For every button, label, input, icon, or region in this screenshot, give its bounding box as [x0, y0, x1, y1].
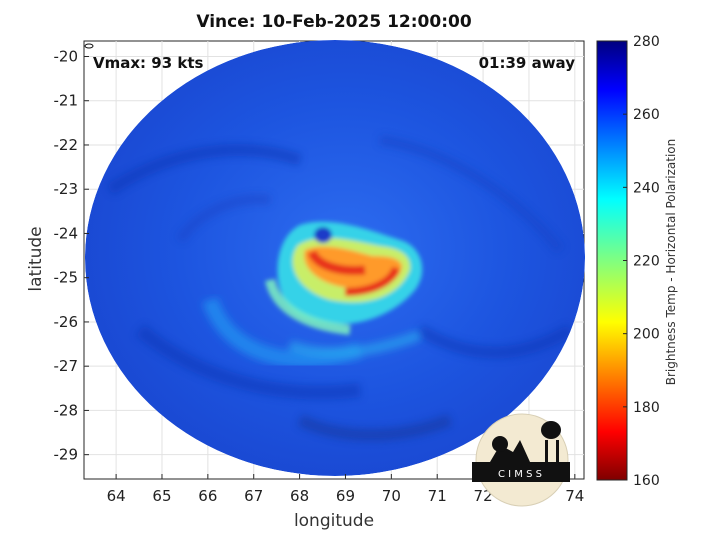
colorbar-tick-label: 260 — [633, 107, 660, 123]
time-away-label: 01:39 away — [479, 54, 576, 72]
small-outline-icon — [84, 43, 94, 49]
y-tick-label: -24 — [54, 224, 79, 242]
plot-title: Vince: 10-Feb-2025 12:00:00 — [196, 12, 472, 32]
x-tick-label: 64 — [107, 487, 126, 505]
colorbar-ticks: 280 260 240 220 200 180 160 — [623, 34, 660, 489]
x-tick-label: 70 — [382, 487, 401, 505]
x-tick-label: 68 — [290, 487, 309, 505]
x-tick-label: 69 — [336, 487, 355, 505]
y-tick-label: -28 — [54, 401, 79, 419]
y-tick-label: -25 — [54, 269, 79, 287]
y-tick-label: -29 — [54, 446, 79, 464]
y-tick-label: -26 — [54, 313, 79, 331]
x-tick-label: 66 — [198, 487, 217, 505]
y-axis-ticks: -20 -21 -22 -23 -24 -25 -26 -27 -28 -29 — [54, 47, 89, 464]
y-axis-label: latitude — [26, 226, 46, 292]
colorbar-tick-label: 220 — [633, 254, 660, 270]
cimss-logo: C I M S S — [472, 413, 570, 507]
colorbar-tick-label: 200 — [633, 327, 660, 343]
vmax-label: Vmax: 93 kts — [93, 54, 203, 72]
colorbar-tick-label: 280 — [633, 34, 660, 50]
x-tick-label: 71 — [428, 487, 447, 505]
x-tick-label: 67 — [244, 487, 263, 505]
y-tick-label: -21 — [54, 92, 79, 110]
x-axis-label: longitude — [293, 511, 375, 531]
y-tick-label: -23 — [54, 180, 79, 198]
colorbar-tick-label: 240 — [633, 180, 660, 196]
satellite-swath — [85, 40, 585, 476]
colorbar-tick-label: 160 — [633, 473, 660, 489]
colorbar-tick-label: 180 — [633, 400, 660, 416]
x-tick-label: 65 — [152, 487, 171, 505]
y-tick-label: -27 — [54, 357, 79, 375]
x-tick-label: 74 — [565, 487, 584, 505]
colorbar — [596, 40, 628, 481]
colorbar-label: Brightness Temp - Horizontal Polarizatio… — [664, 138, 678, 386]
y-tick-label: -20 — [54, 47, 79, 65]
cimss-logo-text: C I M S S — [498, 469, 542, 480]
y-tick-label: -22 — [54, 136, 79, 154]
